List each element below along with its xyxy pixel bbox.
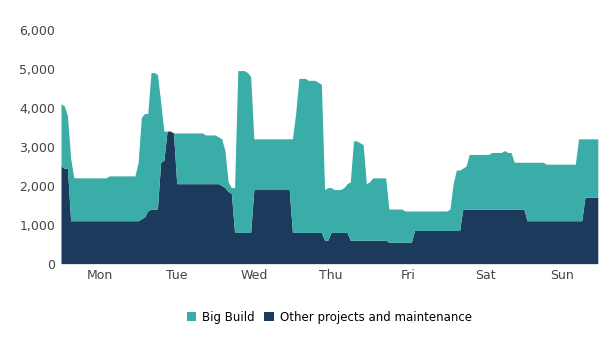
Legend: Big Build, Other projects and maintenance: Big Build, Other projects and maintenanc… xyxy=(182,306,476,329)
